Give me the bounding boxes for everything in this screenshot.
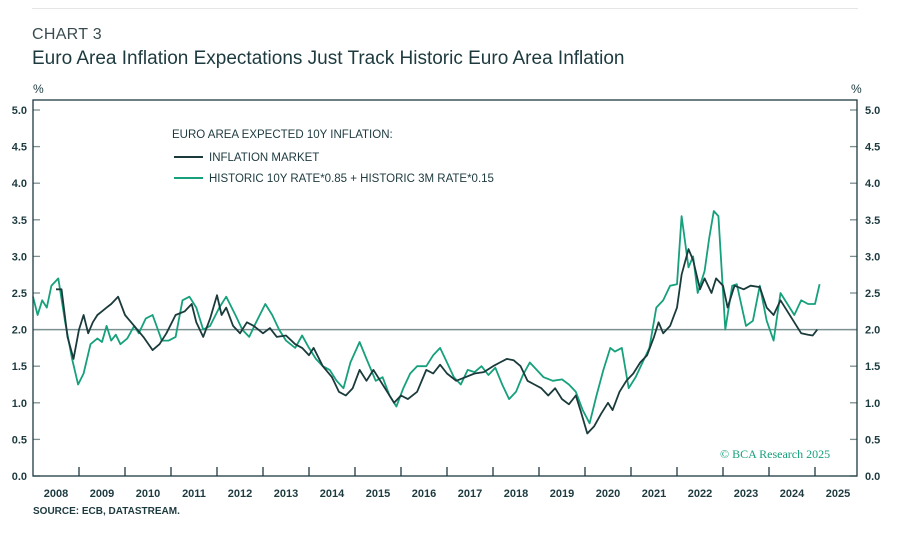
- x-tick-label: 2008: [44, 488, 68, 500]
- bca-watermark: © BCA Research 2025: [720, 447, 830, 461]
- y-tick-label-right: 1.0: [865, 398, 880, 410]
- y-tick-label-left: 1.5: [12, 361, 27, 373]
- x-tick-label: 2013: [274, 488, 298, 500]
- y-tick-label-left: 4.5: [12, 142, 27, 154]
- y-tick-label-left: 5.0: [12, 105, 27, 117]
- x-tick-label: 2009: [90, 488, 114, 500]
- legend: EURO AREA EXPECTED 10Y INFLATION: INFLAT…: [172, 129, 494, 185]
- x-tick-label: 2019: [550, 488, 574, 500]
- chart-number: CHART 3: [32, 26, 102, 43]
- y-tick-label-right: 5.0: [865, 105, 880, 117]
- y-tick-label-left: 2.0: [12, 325, 27, 337]
- y-axis-unit-right: %: [851, 82, 862, 96]
- y-tick-label-left: 4.0: [12, 178, 27, 190]
- x-tick-label: 2018: [504, 488, 528, 500]
- x-tick-label: 2014: [320, 488, 345, 500]
- y-tick-label-right: 4.5: [865, 142, 880, 154]
- y-tick-label-right: 0.5: [865, 434, 880, 446]
- x-tick-label: 2012: [228, 488, 252, 500]
- source-note: SOURCE: ECB, DATASTREAM.: [33, 506, 180, 517]
- x-tick-label: 2016: [412, 488, 436, 500]
- legend-title: EURO AREA EXPECTED 10Y INFLATION:: [172, 129, 393, 141]
- series-line-historic-rate: [32, 210, 821, 425]
- y-tick-label-right: 2.0: [865, 325, 880, 337]
- y-tick-label-left: 0.0: [12, 471, 27, 483]
- top-divider: [32, 8, 858, 9]
- chart-title: Euro Area Inflation Expectations Just Tr…: [32, 48, 625, 69]
- x-tick-label: 2011: [182, 488, 206, 500]
- y-tick-label-right: 3.5: [865, 215, 880, 227]
- y-tick-label-right: 0.0: [865, 471, 880, 483]
- x-tick-label: 2025: [826, 488, 850, 500]
- x-tick-label: 2022: [688, 488, 712, 500]
- y-tick-label-left: 0.5: [12, 434, 27, 446]
- y-tick-label-left: 3.0: [12, 251, 27, 263]
- x-tick-label: 2020: [596, 488, 620, 500]
- x-tick-label: 2021: [642, 488, 666, 500]
- x-tick-label: 2015: [366, 488, 390, 500]
- x-tick-label: 2010: [136, 488, 160, 500]
- y-tick-label-left: 1.0: [12, 398, 27, 410]
- y-axis-unit-left: %: [33, 82, 44, 96]
- y-tick-label-left: 3.5: [12, 215, 27, 227]
- y-tick-label-left: 2.5: [12, 288, 27, 300]
- x-tick-label: 2017: [458, 488, 482, 500]
- legend-label-historic: HISTORIC 10Y RATE*0.85 + HISTORIC 3M RAT…: [209, 173, 494, 185]
- y-tick-label-right: 3.0: [865, 251, 880, 263]
- legend-label-market: INFLATION MARKET: [209, 152, 319, 164]
- y-tick-label-right: 4.0: [865, 178, 880, 190]
- y-tick-label-right: 2.5: [865, 288, 880, 300]
- x-tick-label: 2024: [780, 488, 805, 500]
- y-tick-label-right: 1.5: [865, 361, 880, 373]
- series-line-inflation-market: [56, 248, 819, 435]
- plot-frame: [32, 99, 858, 477]
- x-tick-label: 2023: [734, 488, 758, 500]
